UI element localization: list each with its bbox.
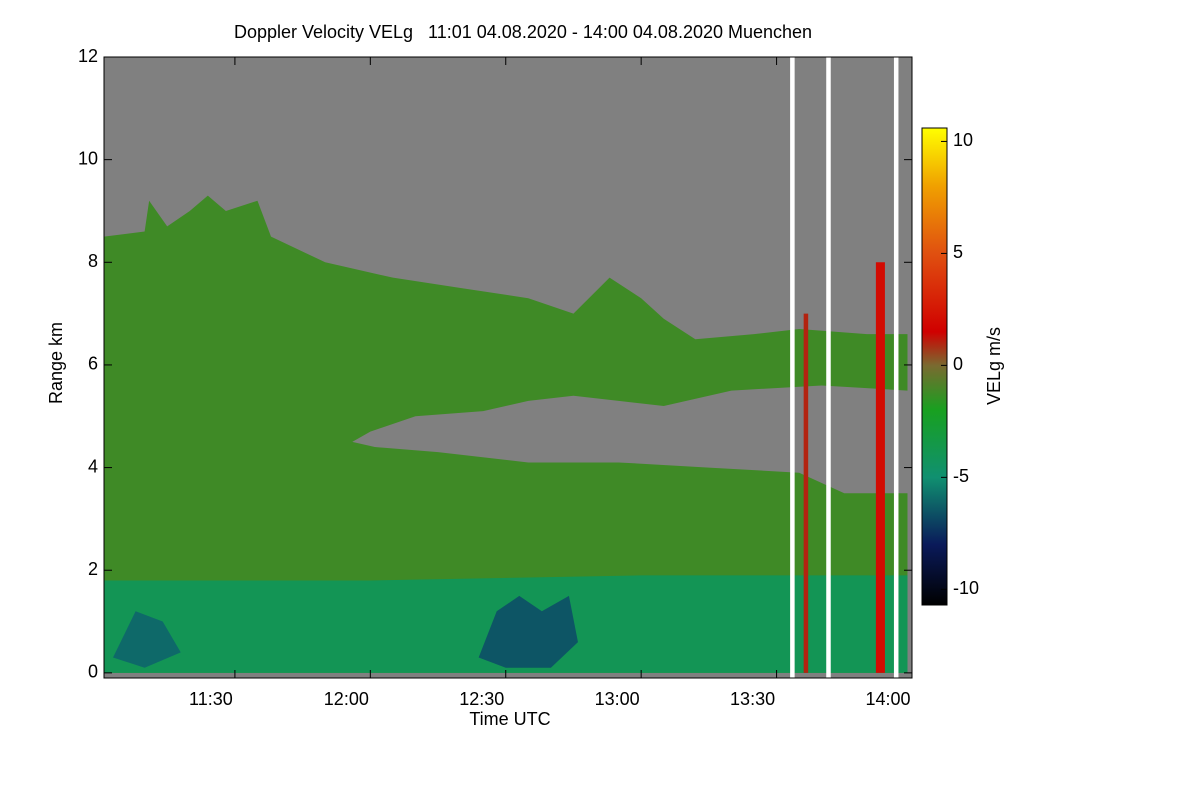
y-tick-label: 10 (78, 148, 98, 168)
x-tick-label: 14:00 (865, 689, 910, 709)
plot-frame (103, 56, 913, 679)
x-tick-label: 12:30 (459, 689, 504, 709)
velocity-region (803, 313, 809, 673)
x-tick-label: 13:30 (730, 689, 775, 709)
y-tick-label: 4 (88, 456, 98, 476)
colorbar (921, 127, 948, 606)
axes: 11:30 12:00 12:30 13:00 13:30 14:00 0 2 4 6 8 10 12 -… (78, 46, 979, 709)
colorbar-tick-label: -5 (953, 466, 969, 486)
x-tick-label: 13:00 (595, 689, 640, 709)
colorbar-tick-label: 10 (953, 130, 973, 150)
y-tick-label: 8 (88, 251, 98, 271)
plot-area (104, 57, 912, 678)
missing-data-gap (790, 57, 795, 678)
velocity-region (104, 195, 908, 673)
velocity-region (478, 595, 578, 668)
velocity-region (875, 262, 885, 673)
missing-data-gap (826, 57, 831, 678)
y-tick-label: 2 (88, 559, 98, 579)
x-axis-label: Time UTC (469, 709, 550, 729)
y-axis-label: Range km (46, 322, 66, 404)
chart-title: Doppler Velocity VELg 11:01 04.08.2020 -… (234, 22, 812, 42)
colorbar-tick-label: 0 (953, 354, 963, 374)
colorbar-tick-label: 5 (953, 242, 963, 262)
colorbar-label: VELg m/s (984, 327, 1004, 405)
x-tick-label: 12:00 (324, 689, 369, 709)
colorbar-tick-label: -10 (953, 578, 979, 598)
y-tick-label: 6 (88, 354, 98, 374)
y-tick-label: 12 (78, 46, 98, 66)
x-tick-label: 11:30 (189, 689, 233, 709)
y-tick-label: 0 (88, 662, 98, 682)
missing-data-gap (893, 57, 899, 678)
velocity-region (113, 611, 181, 668)
